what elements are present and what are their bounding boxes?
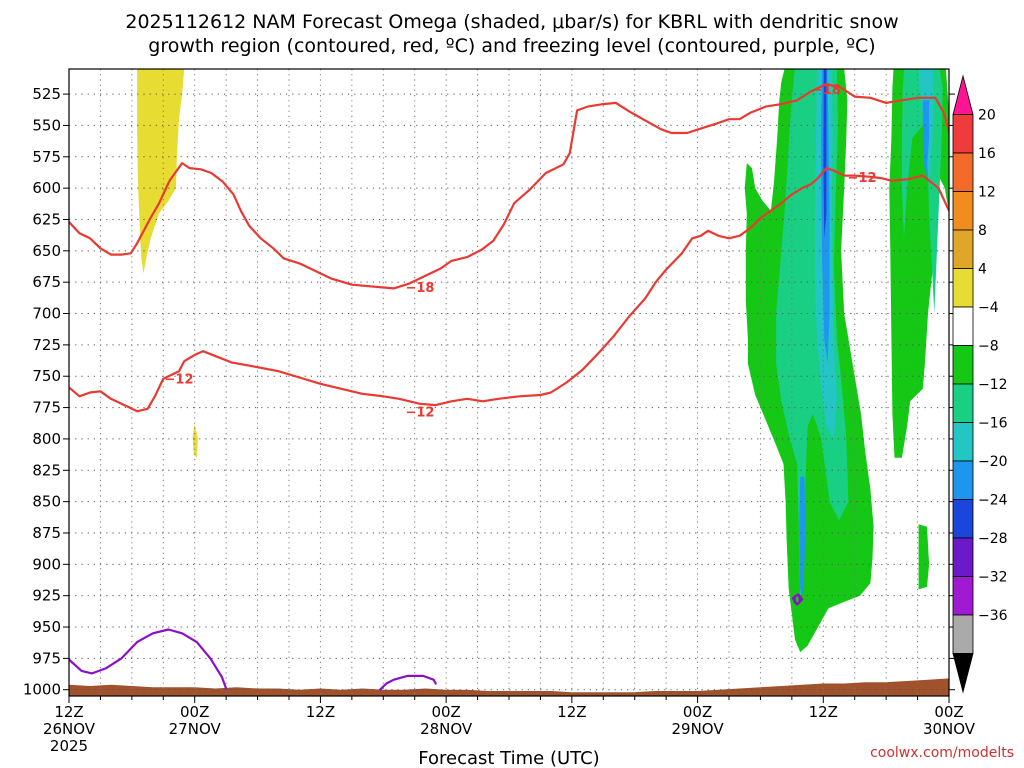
y-tick-label-12: 825 <box>32 461 61 479</box>
contour-layer <box>69 82 949 691</box>
contour-label-1: −12 <box>165 373 194 388</box>
x-tick-date-1: 27NOV <box>169 720 222 738</box>
colorbar-swatch-14 <box>952 614 974 654</box>
x-tick-label-2: 12Z <box>306 703 335 721</box>
x-tick-date-3: 28NOV <box>420 720 473 738</box>
colorbar-swatch-12 <box>952 537 974 577</box>
contour-label-3: −18 <box>812 83 841 98</box>
y-tick-label-5: 650 <box>32 242 61 260</box>
colorbar-swatch-10 <box>952 460 974 500</box>
contour-label-layer: −18 −12 −12 −18 −12 0 <box>165 83 877 608</box>
chart-title-line-1: 2025112612 NAM Forecast Omega (shaded, μ… <box>125 11 898 33</box>
y-tick-label-0: 525 <box>32 85 61 103</box>
colorbar-swatch-9 <box>952 422 974 462</box>
colorbar-label-7: −12 <box>978 377 1008 393</box>
colorbar-label-6: −8 <box>978 339 999 355</box>
colorbar-swatch-5 <box>952 268 974 308</box>
colorbar-swatch-3 <box>952 191 974 231</box>
contour-label-5: 0 <box>793 593 802 608</box>
contour-line-4 <box>791 593 804 606</box>
contour-label-4: −12 <box>848 171 877 186</box>
y-tick-label-4: 625 <box>32 210 61 228</box>
x-tick-date-0: 26NOV <box>43 720 96 738</box>
chart-title-line-2: growth region (contoured, red, ºC) and f… <box>148 35 875 57</box>
colorbar-label-10: −24 <box>978 493 1008 509</box>
colorbar-label-11: −28 <box>978 531 1008 547</box>
colorbar-swatch-11 <box>952 499 974 539</box>
y-tick-label-8: 725 <box>32 336 61 354</box>
y-tick-label-13: 850 <box>32 493 61 511</box>
colorbar-label-0: 20 <box>978 108 996 124</box>
colorbar-label-4: 4 <box>978 262 987 278</box>
y-tick-label-14: 875 <box>32 524 61 542</box>
y-tick-label-17: 950 <box>32 618 61 636</box>
y-tick-label-2: 575 <box>32 148 61 166</box>
credit-text: coolwx.com/modelts <box>870 745 1014 761</box>
colorbar-swatch-1 <box>952 114 974 154</box>
colorbar-label-8: −16 <box>978 416 1008 432</box>
x-tick-label-0: 12Z <box>54 703 83 721</box>
contour-line-0 <box>69 82 949 290</box>
y-tick-label-7: 700 <box>32 305 61 323</box>
colorbar-label-12: −32 <box>978 570 1008 586</box>
x-tick-year-0: 2025 <box>50 737 88 755</box>
y-tick-label-6: 675 <box>32 273 61 291</box>
colorbar-label-13: −36 <box>978 608 1008 624</box>
colorbar-swatch-2 <box>952 152 974 192</box>
colorbar-label-3: 8 <box>978 223 987 239</box>
x-tick-date-7: 30NOV <box>923 720 976 738</box>
colorbar-label-9: −20 <box>978 454 1008 470</box>
contour-line-3 <box>379 674 437 691</box>
colorbar-label-1: 16 <box>978 146 996 162</box>
x-tick-label-1: 00Z <box>180 703 209 721</box>
terrain-fill <box>69 678 949 696</box>
omega-region-10 <box>799 476 806 596</box>
colorbar-cap-bottom <box>952 653 974 694</box>
y-axis-ticks: 525 550 575 600 625 650 675 700 725 750 775 800 825 8… <box>23 85 955 699</box>
y-tick-label-11: 800 <box>32 430 61 448</box>
contour-label-0: −18 <box>405 281 434 296</box>
contour-line-1 <box>69 167 949 413</box>
contour-label-2: −12 <box>405 405 434 420</box>
omega-region-11 <box>922 100 930 182</box>
y-tick-label-10: 775 <box>32 399 61 417</box>
y-tick-label-15: 900 <box>32 555 61 573</box>
y-tick-label-18: 975 <box>32 649 61 667</box>
colorbar-swatch-6 <box>952 306 974 346</box>
omega-region-4 <box>918 524 930 590</box>
x-axis-label: Forecast Time (UTC) <box>418 748 599 768</box>
colorbar-swatch-8 <box>952 383 974 423</box>
colorbar-swatch-4 <box>952 229 974 269</box>
omega-shading-layer <box>137 69 949 653</box>
colorbar-label-5: −4 <box>978 300 999 316</box>
x-tick-label-6: 12Z <box>809 703 838 721</box>
x-tick-label-3: 00Z <box>431 703 460 721</box>
y-tick-label-1: 550 <box>32 116 61 134</box>
omega-region-1 <box>192 423 198 458</box>
y-tick-label-3: 600 <box>32 179 61 197</box>
colorbar-swatch-7 <box>952 345 974 385</box>
x-tick-label-4: 12Z <box>557 703 586 721</box>
x-tick-label-7: 00Z <box>934 703 963 721</box>
colorbar-swatch-13 <box>952 576 974 616</box>
contour-line-2 <box>69 628 228 690</box>
y-tick-label-19: 1000 <box>23 681 61 699</box>
x-tick-date-5: 29NOV <box>672 720 725 738</box>
omega-region-12 <box>823 69 827 239</box>
y-tick-label-9: 750 <box>32 367 61 385</box>
colorbar: 20 16 12 8 4 −4 −8 −12 −16 −20 −24 −28 −32 −36 <box>952 74 1008 694</box>
x-tick-label-5: 00Z <box>683 703 712 721</box>
terrain-layer <box>69 678 949 696</box>
colorbar-label-2: 12 <box>978 185 996 201</box>
y-tick-label-16: 925 <box>32 587 61 605</box>
